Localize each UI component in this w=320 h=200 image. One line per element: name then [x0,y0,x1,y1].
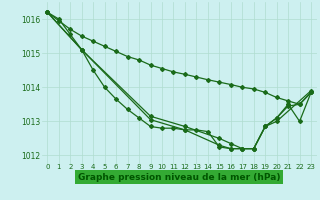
X-axis label: Graphe pression niveau de la mer (hPa): Graphe pression niveau de la mer (hPa) [78,173,280,182]
